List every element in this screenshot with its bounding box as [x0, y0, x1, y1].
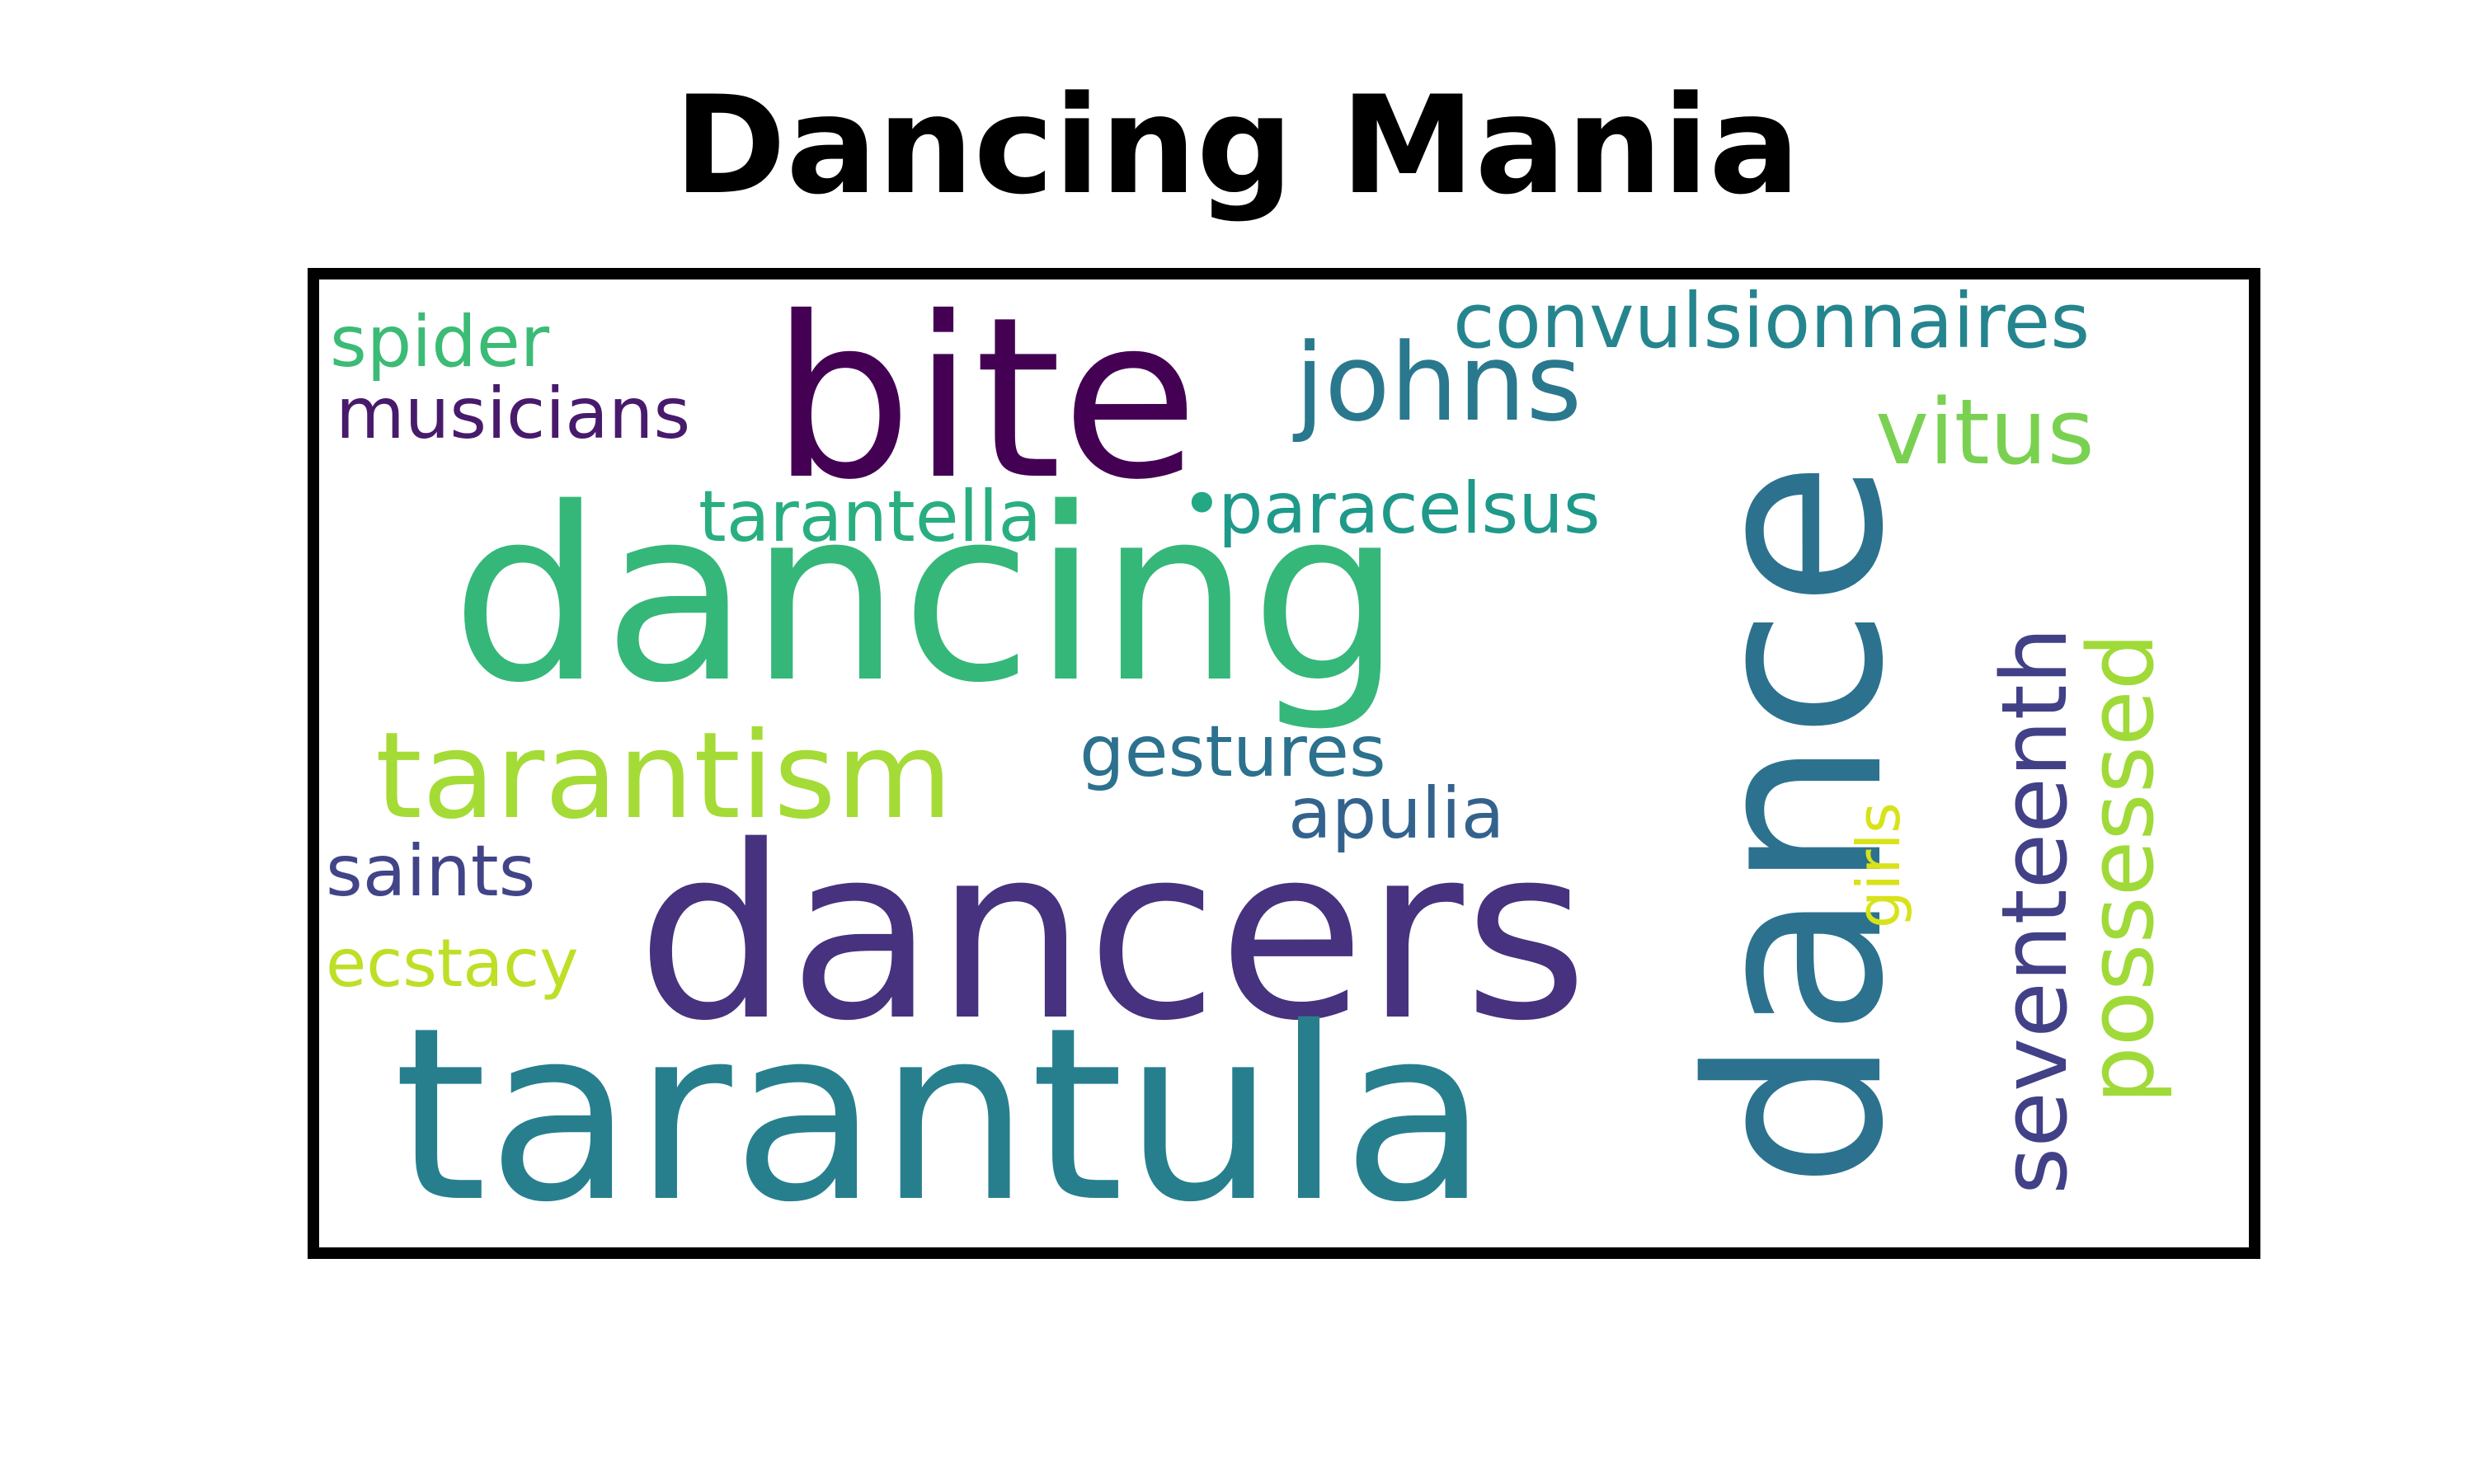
word-musicians: musicians	[336, 373, 691, 455]
word-dancing: dancing	[451, 458, 1403, 735]
page-title: Dancing Mania	[674, 67, 1800, 224]
word-tarantism: tarantism	[375, 707, 953, 846]
word-tarantella: tarantella	[698, 476, 1042, 558]
word-possessed: possessed	[2068, 632, 2174, 1104]
word-cloud-frame: dancing dancers tarantula bite tarantism…	[308, 268, 2260, 1259]
word-bite: bite	[771, 269, 1199, 528]
word-apulia: apulia	[1288, 773, 1505, 855]
word-spider: spider	[330, 301, 550, 383]
word-gestures: gestures	[1079, 711, 1386, 793]
word-seventeenth: seventeenth	[1982, 627, 2087, 1195]
word-johns: johns	[1295, 320, 1583, 445]
word-convulsionnaires: convulsionnaires	[1453, 277, 2091, 365]
word-dancers: dancers	[637, 796, 1588, 1073]
word-dot: •	[1181, 463, 1223, 546]
word-saints: saints	[326, 830, 536, 913]
word-paracelsus: paracelsus	[1218, 467, 1601, 550]
word-girls: girls	[1844, 802, 1913, 928]
word-vitus: vitus	[1875, 379, 2095, 485]
word-tarantula: tarantula	[393, 977, 1489, 1255]
word-ecstacy: ecstacy	[326, 925, 579, 1002]
